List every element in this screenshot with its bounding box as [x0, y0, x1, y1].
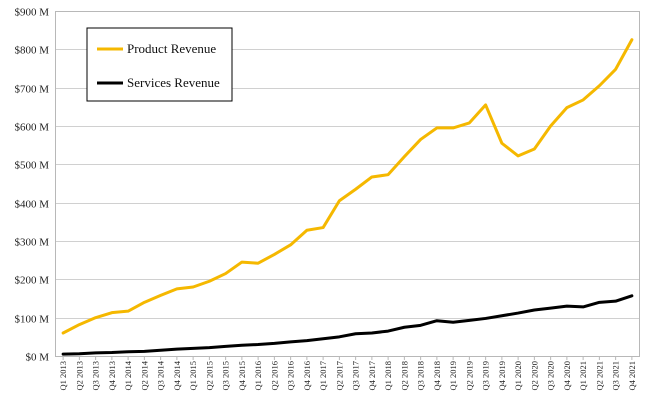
x-tick-label: Q3 2016: [286, 361, 296, 391]
y-tick-label: $800 M: [14, 45, 49, 57]
axes: [55, 11, 640, 360]
x-tick-label: Q4 2013: [107, 361, 117, 391]
x-tick-label: Q3 2014: [156, 360, 166, 390]
y-tick-label: $0 M: [25, 352, 49, 364]
x-tick-label: Q4 2021: [627, 361, 637, 391]
series-line-services-revenue: [61, 294, 634, 356]
x-tick-label: Q3 2015: [221, 361, 231, 391]
x-tick-label: Q2 2020: [529, 361, 539, 391]
y-tick-label: $500 M: [14, 160, 49, 172]
x-tick-label: Q4 2018: [432, 361, 442, 391]
legend-box: [86, 27, 233, 102]
y-tick-label: $700 M: [14, 84, 49, 96]
x-tick-label: Q4 2020: [562, 361, 572, 391]
legend: Product Revenue Services Revenue: [86, 27, 233, 102]
x-tick-label: Q3 2017: [351, 361, 361, 391]
series-lines: [61, 38, 634, 356]
y-tick-label: $400 M: [14, 199, 49, 211]
x-tick-label: Q4 2019: [497, 361, 507, 391]
x-tick-label: Q2 2013: [74, 361, 84, 391]
x-tick-label: Q2 2015: [204, 361, 214, 391]
x-tick-label: Q3 2020: [546, 361, 556, 391]
x-tick-label: Q2 2017: [334, 361, 344, 391]
y-tick-label: $600 M: [14, 122, 49, 134]
y-tick-label: $100 M: [14, 314, 49, 326]
x-tick-label: Q2 2016: [269, 361, 279, 391]
x-tick-label: Q2 2018: [399, 361, 409, 391]
x-tick-label: Q4 2016: [302, 361, 312, 391]
x-tick-label: Q3 2018: [416, 361, 426, 391]
x-tick-label: Q4 2014: [172, 360, 182, 390]
x-tick-label: Q1 2021: [578, 361, 588, 391]
legend-label-services: Services Revenue: [127, 75, 220, 90]
x-tick-label: Q3 2019: [481, 361, 491, 391]
y-tick-label: $300 M: [14, 237, 49, 249]
x-tick-label: Q1 2015: [188, 361, 198, 391]
x-tick-label: Q2 2014: [139, 360, 149, 390]
x-tick-label: Q1 2020: [513, 361, 523, 391]
x-tick-label: Q4 2015: [237, 361, 247, 391]
y-tick-label: $200 M: [14, 275, 49, 287]
x-tick-label: Q1 2016: [253, 361, 263, 391]
x-tick-label: Q1 2018: [383, 361, 393, 391]
x-tick-label: Q1 2014: [123, 360, 133, 390]
series-line-product-revenue: [61, 38, 634, 335]
x-tick-label: Q1 2019: [448, 361, 458, 391]
x-axis-tick-labels: Q1 2013 Q2 2013 Q3 2013 Q4 2013 Q1 2014 Q2 20…: [58, 360, 637, 390]
y-tick-label: $900 M: [14, 7, 49, 19]
legend-label-product: Product Revenue: [127, 41, 216, 56]
y-axis-tick-labels: $0 M $100 M $200 M $300 M $400 M $500 M $600 M…: [14, 7, 49, 364]
x-tick-label: Q3 2021: [611, 361, 621, 391]
x-tick-label: Q1 2013: [58, 361, 68, 391]
x-tick-label: Q2 2021: [594, 361, 604, 391]
x-tick-label: Q1 2017: [318, 361, 328, 391]
x-tick-label: Q3 2013: [91, 361, 101, 391]
x-tick-label: Q4 2017: [367, 361, 377, 391]
x-tick-label: Q2 2019: [464, 361, 474, 391]
